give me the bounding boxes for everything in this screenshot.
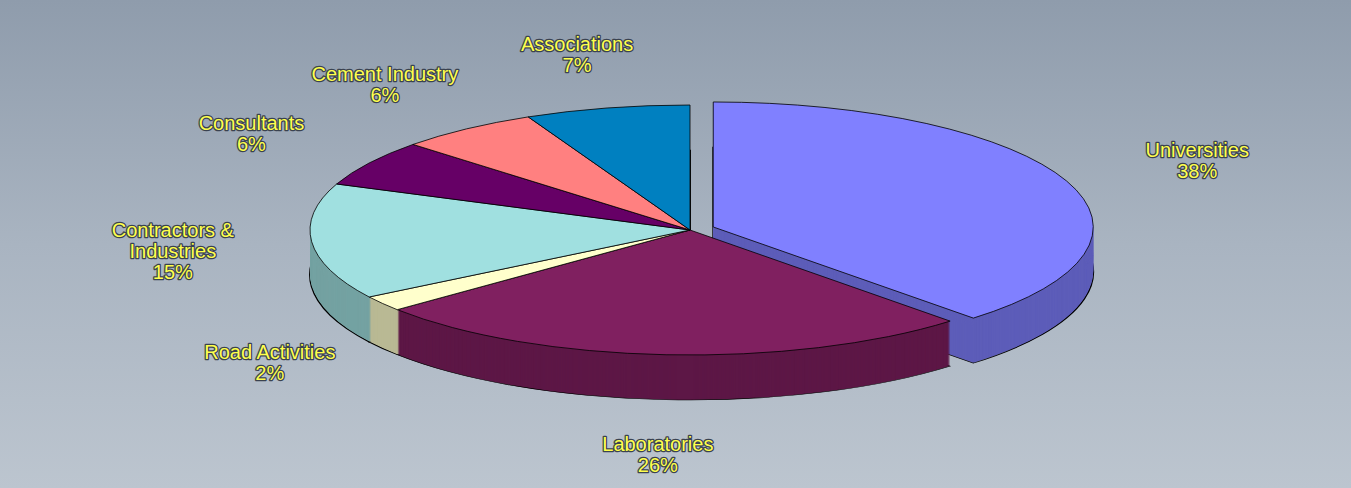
svg-text:Consultants6%: Consultants6% (199, 112, 305, 155)
svg-text:Universities38%: Universities38% (1146, 139, 1249, 182)
svg-text:Associations7%: Associations7% (521, 33, 633, 76)
svg-text:Cement Industry6%: Cement Industry6% (311, 63, 458, 106)
svg-text:Laboratories26%: Laboratories26% (602, 433, 713, 476)
svg-text:Contractors &Industries15%: Contractors &Industries15% (112, 219, 235, 283)
svg-text:Road Activities2%: Road Activities2% (204, 341, 335, 384)
